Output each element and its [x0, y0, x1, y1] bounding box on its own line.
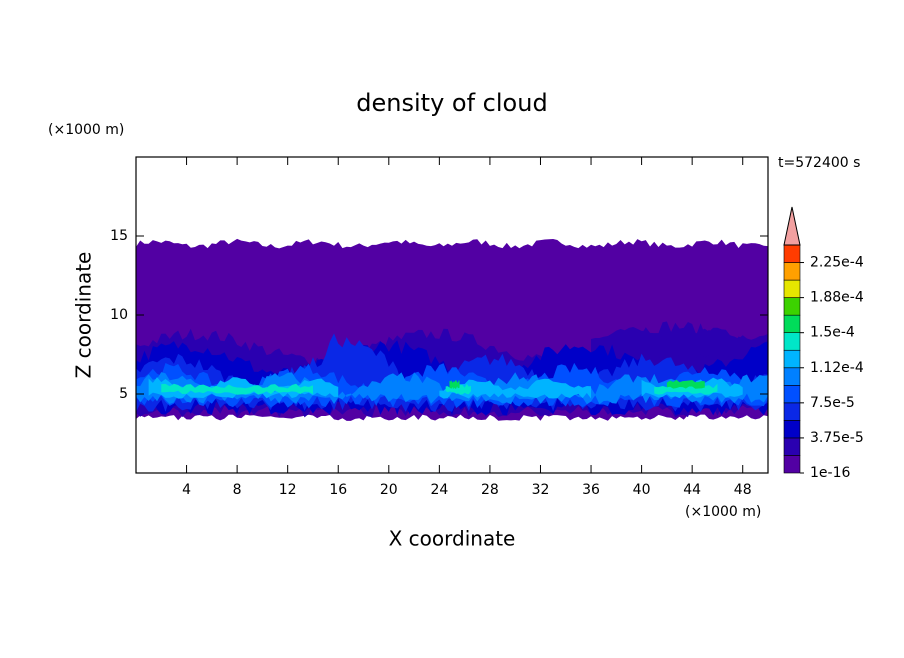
x-tick-label: 36 [582, 482, 600, 498]
colorbar-label: 1.88e-4 [810, 290, 864, 306]
colorbar-label: 1e-16 [810, 465, 850, 481]
contour-region [654, 383, 718, 395]
x-tick-label: 4 [182, 482, 191, 498]
x-tick-label: 28 [481, 482, 499, 498]
contour-region [439, 378, 592, 399]
y-tick-label: 5 [119, 386, 128, 402]
x-tick-label: 12 [279, 482, 297, 498]
x-tick-label: 40 [633, 482, 651, 498]
colorbar-box [783, 455, 801, 474]
y-tick-label: 10 [110, 307, 128, 323]
x-tick-label: 16 [329, 482, 347, 498]
contour-region [591, 326, 768, 359]
colorbar-label: 1.12e-4 [810, 360, 864, 376]
colorbar-box [783, 262, 801, 281]
colorbar-box [783, 402, 801, 421]
colorbar-box [783, 297, 801, 316]
time-label: t=572400 s [778, 155, 860, 171]
colorbar-label: 2.25e-4 [810, 255, 864, 271]
x-tick-label: 24 [430, 482, 448, 498]
colorbar-label: 1.5e-4 [810, 325, 855, 341]
contour-region [161, 383, 313, 395]
x-unit: (×1000 m) [685, 504, 761, 520]
x-tick-label: 20 [380, 482, 398, 498]
colorbar-box [783, 314, 801, 333]
contour-region [666, 379, 705, 389]
colorbar-box [783, 420, 801, 439]
x-tick-label: 8 [233, 482, 242, 498]
colorbar-box [783, 244, 801, 263]
y-tick-label: 15 [110, 228, 128, 244]
colorbar-box [783, 332, 801, 351]
contour-region [148, 377, 339, 399]
colorbar-label: 3.75e-5 [810, 430, 864, 446]
colorbar-box [783, 367, 801, 386]
y-unit: (×1000 m) [48, 122, 124, 138]
colorbar-box [783, 437, 801, 456]
x-tick-label: 32 [532, 482, 550, 498]
colorbar-overflow [783, 206, 801, 246]
contour-region [449, 380, 460, 390]
y-axis-label: Z coordinate [72, 252, 96, 379]
colorbar-label: 7.5e-5 [810, 395, 855, 411]
x-tick-label: 44 [683, 482, 701, 498]
x-axis-label: X coordinate [389, 527, 516, 551]
chart-title: density of cloud [356, 89, 547, 117]
x-tick-label: 48 [734, 482, 752, 498]
colorbar-box [783, 349, 801, 369]
colorbar-box [783, 385, 801, 404]
colorbar-box [783, 279, 801, 298]
